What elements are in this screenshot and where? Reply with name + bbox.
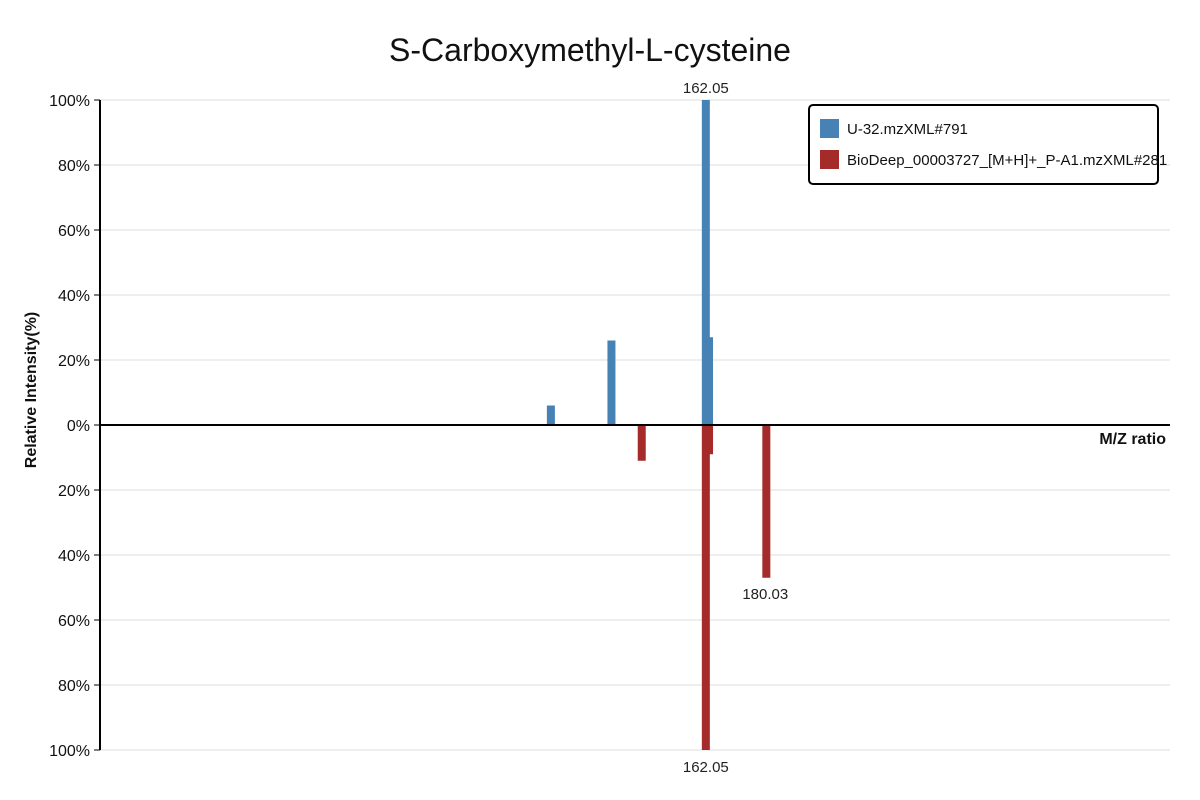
spectrum-bar-query <box>701 100 710 425</box>
legend: U-32.mzXML#791 BioDeep_00003727_[M+H]+_P… <box>808 104 1167 185</box>
legend-swatch-reference <box>820 150 839 169</box>
y-tick-label: 0% <box>67 418 90 435</box>
spectrum-bars <box>546 100 771 750</box>
x-axis-label: M/Z ratio <box>1099 431 1166 448</box>
spectrum-bar-query <box>546 405 555 425</box>
y-tick-label: 100% <box>49 743 90 760</box>
legend-label-reference: BioDeep_00003727_[M+H]+_P-A1.mzXML#281 <box>847 152 1167 169</box>
y-tick-label: 40% <box>58 548 90 565</box>
y-tick-label: 80% <box>58 678 90 695</box>
peak-label: 180.03 <box>742 586 788 603</box>
peak-label: 162.05 <box>683 759 729 776</box>
grid-lines <box>94 99 1170 751</box>
y-tick-label: 60% <box>58 223 90 240</box>
spectrum-bar-reference <box>637 425 646 461</box>
legend-swatch-query <box>820 119 839 138</box>
spectrum-bar-query <box>607 340 616 425</box>
y-tick-label: 80% <box>58 158 90 175</box>
y-tick-label: 20% <box>58 483 90 500</box>
y-tick-label: 100% <box>49 93 90 110</box>
peak-label: 162.05 <box>683 80 729 97</box>
chart-title: S-Carboxymethyl-L-cysteine <box>389 32 791 68</box>
y-tick-label: 40% <box>58 288 90 305</box>
spectrum-bar-reference <box>701 425 710 750</box>
peak-labels: 162.05 162.05 180.03 <box>683 80 788 776</box>
y-axis-label: Relative Intensity(%) <box>23 312 40 468</box>
legend-label-query: U-32.mzXML#791 <box>847 121 968 138</box>
spectrum-bar-query <box>705 337 714 425</box>
y-tick-labels: 100% 80% 60% 40% 20% 0% 20% 40% 60% 80% 100% <box>49 93 90 760</box>
legend-box <box>808 104 1159 185</box>
spectrum-bar-reference <box>762 425 771 578</box>
y-tick-label: 60% <box>58 613 90 630</box>
y-tick-label: 20% <box>58 353 90 370</box>
spectrum-bar-reference <box>705 425 714 455</box>
